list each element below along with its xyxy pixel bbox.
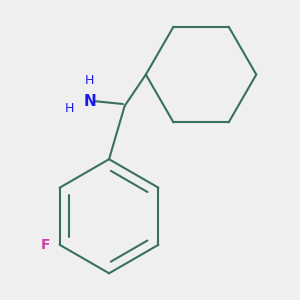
Text: H: H (65, 102, 74, 115)
Text: H: H (85, 74, 94, 88)
Text: F: F (41, 238, 50, 252)
Text: N: N (83, 94, 96, 109)
